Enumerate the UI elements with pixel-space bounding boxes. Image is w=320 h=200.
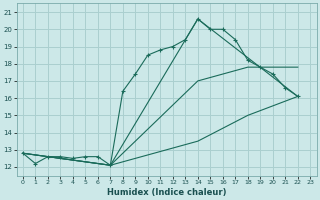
X-axis label: Humidex (Indice chaleur): Humidex (Indice chaleur) — [107, 188, 226, 197]
